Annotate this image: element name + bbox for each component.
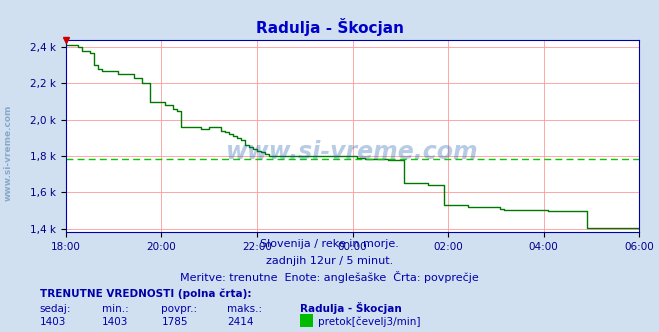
Text: maks.:: maks.:	[227, 304, 262, 314]
Text: www.si-vreme.com: www.si-vreme.com	[3, 105, 13, 201]
Text: 1785: 1785	[161, 317, 188, 327]
Text: Radulja - Škocjan: Radulja - Škocjan	[300, 302, 401, 314]
Text: min.:: min.:	[102, 304, 129, 314]
Text: zadnjih 12ur / 5 minut.: zadnjih 12ur / 5 minut.	[266, 256, 393, 266]
Text: 1403: 1403	[40, 317, 66, 327]
Text: Slovenija / reke in morje.: Slovenija / reke in morje.	[260, 239, 399, 249]
Text: Radulja - Škocjan: Radulja - Škocjan	[256, 18, 403, 36]
Text: Meritve: trenutne  Enote: anglešaške  Črta: povprečje: Meritve: trenutne Enote: anglešaške Črta…	[180, 271, 479, 283]
Text: pretok[čevelj3/min]: pretok[čevelj3/min]	[318, 316, 420, 327]
Text: 1403: 1403	[102, 317, 129, 327]
Text: povpr.:: povpr.:	[161, 304, 198, 314]
Text: www.si-vreme.com: www.si-vreme.com	[226, 139, 479, 164]
Text: sedaj:: sedaj:	[40, 304, 71, 314]
Text: TRENUTNE VREDNOSTI (polna črta):: TRENUTNE VREDNOSTI (polna črta):	[40, 289, 251, 299]
Text: 2414: 2414	[227, 317, 254, 327]
